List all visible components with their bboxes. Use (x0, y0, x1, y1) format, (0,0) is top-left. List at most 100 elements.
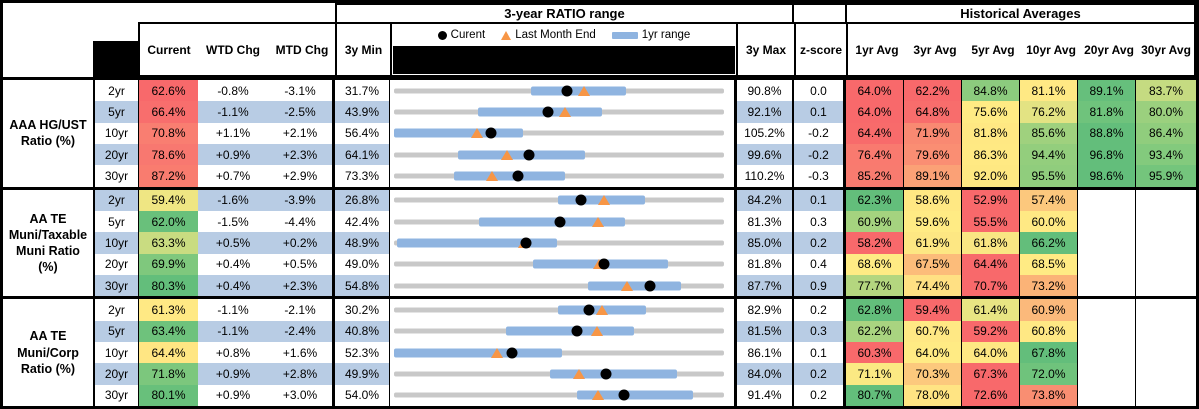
avg-value-cell: 95.5% (1020, 165, 1078, 187)
3y-max-cell: 90.8% (734, 80, 794, 102)
tenor-cell: 10yr (95, 342, 139, 364)
avg-value-cell: 93.4% (1136, 143, 1196, 166)
last-month-end-triangle-marker (597, 195, 610, 206)
avg-value-cell: 83.7% (1136, 80, 1196, 102)
group-rows: 2yr 59.4% -1.6% -3.9% 26.8% 84.2% 0.1 62.3% 58.6… (95, 189, 1196, 297)
tenor-cell: 30yr (95, 165, 139, 187)
avg-column-header: 10yr Avg (1026, 42, 1076, 57)
current-value-cell: 69.9% (139, 253, 198, 275)
group-label-line: Ratio (%) (20, 361, 76, 376)
3y-max-cell: 81.3% (734, 211, 794, 233)
table-row: 2yr 61.3% -1.1% -2.1% 30.2% 82.9% 0.2 62.8% 59.4… (95, 299, 1196, 321)
avg-value-cell (1136, 275, 1196, 296)
current-dot-marker (618, 389, 630, 401)
range-chart-cell (390, 80, 734, 102)
last-month-end-triangle-marker (501, 149, 514, 160)
avg-value-cell (1136, 254, 1196, 275)
wtd-chg-column-header: WTD Chg (206, 42, 260, 57)
mtd-chg-cell: -2.4% (268, 320, 335, 342)
tenor-cell: 2yr (95, 299, 139, 321)
avg-value-cell: 80.0% (1136, 101, 1196, 123)
3y-max-cell: 87.7% (734, 274, 794, 297)
wtd-chg-cell: +0.9% (198, 363, 268, 385)
avg-value-cell (1078, 299, 1136, 321)
table-row: 2yr 59.4% -1.6% -3.9% 26.8% 84.2% 0.1 62.3% 58.6… (95, 189, 1196, 211)
wtd-chg-cell: +0.4% (215, 257, 251, 272)
avg-value-cell: 81.8% (962, 122, 1020, 144)
current-value-cell: 63.4% (139, 320, 198, 342)
group-label-line: Muni Ratio (16, 244, 80, 258)
z-score-cell: -0.3 (794, 165, 846, 187)
wtd-chg-cell: -1.5% (217, 214, 249, 229)
range-chart-cell (390, 211, 734, 233)
3y-min-cell: 30.2% (335, 299, 390, 321)
tenor-cell: 5yr (95, 211, 139, 233)
avg-value-cell: 61.9% (904, 232, 962, 254)
last-month-end-triangle-marker (572, 368, 585, 379)
3y-min-cell: 31.7% (335, 80, 390, 102)
wtd-chg-cell: +0.9% (215, 388, 251, 403)
avg-value-cell: 77.7% (846, 274, 904, 297)
current-dot-icon (437, 30, 447, 40)
table-row: 20yr 71.8% +0.9% +2.8% 49.9% 84.0% 0.2 71.1% 70.… (95, 363, 1196, 385)
z-score-cell: 0.2 (794, 299, 846, 321)
avg-value-cell: 98.6% (1078, 165, 1136, 187)
current-dot-marker (520, 237, 532, 249)
tenor-cell: 5yr (95, 320, 139, 342)
avg-value-cell: 85.2% (846, 165, 904, 187)
tenor-column-header-black-cell (93, 41, 138, 77)
avg-value-cell: 64.4% (962, 253, 1020, 275)
table-row: 30yr 80.3% +0.4% +2.3% 54.8% 87.7% 0.9 77.7% 74.… (95, 274, 1196, 297)
range-chart-cell (390, 253, 734, 275)
avg-value-cell: 88.8% (1078, 122, 1136, 144)
tenor-cell: 2yr (95, 80, 139, 102)
3y-min-cell: 54.8% (335, 274, 390, 297)
z-score-cell: 0.3 (794, 211, 846, 233)
avg-value-cell: 71.1% (846, 363, 904, 385)
table-row: 20yr 78.6% +0.9% +2.3% 64.1% 99.6% -0.2 76.4% 79… (95, 143, 1196, 166)
group-label-line: Muni/Corp (17, 345, 79, 360)
table-row: 30yr 80.1% +0.9% +3.0% 54.0% 91.4% 0.2 80.7% 78.… (95, 384, 1196, 406)
3y-min-cell: 49.0% (335, 253, 390, 275)
avg-value-cell: 60.8% (1020, 320, 1078, 342)
current-value-cell: 66.4% (139, 101, 198, 123)
avg-value-cell: 59.2% (962, 320, 1020, 342)
legend-current-label: Curent (450, 29, 486, 41)
avg-value-cell: 76.2% (1020, 101, 1078, 123)
avg-value-cell (1078, 189, 1136, 211)
mtd-chg-cell: +1.6% (268, 342, 335, 364)
table-row: 5yr 66.4% -1.1% -2.5% 43.9% 92.1% 0.1 64.0% 64.8… (95, 101, 1196, 123)
range-chart-cell (390, 189, 734, 211)
avg-value-cell: 86.4% (1136, 122, 1196, 144)
avg-value-cell: 64.0% (846, 80, 904, 102)
range-chart-cell (390, 342, 734, 364)
avg-value-cell: 64.4% (846, 122, 904, 144)
avg-value-cell: 57.4% (1020, 189, 1078, 211)
avg-value-cell: 68.5% (1020, 253, 1078, 275)
mtd-chg-cell: -2.5% (268, 101, 335, 123)
avg-value-cell: 60.3% (846, 342, 904, 364)
last-month-end-triangle-icon (501, 30, 512, 40)
3y-max-cell: 85.0% (734, 232, 794, 254)
3y-max-cell: 82.9% (734, 299, 794, 321)
avg-value-cell: 55.5% (962, 211, 1020, 233)
avg-value-cell (1078, 363, 1136, 385)
wtd-chg-cell: -0.8% (217, 83, 249, 98)
3y-max-cell: 84.0% (734, 363, 794, 385)
mtd-chg-cell: +2.1% (268, 122, 335, 144)
legend-1yr-range: 1yr range (611, 29, 690, 41)
current-value-cell: 64.4% (139, 342, 198, 364)
1yr-range-bar (394, 348, 562, 358)
current-column-header: Current (147, 42, 191, 57)
z-score-cell: 0.2 (794, 384, 846, 406)
current-value-cell: 80.3% (139, 274, 198, 297)
mtd-chg-cell: +3.0% (268, 384, 335, 406)
range-chart-cell (390, 101, 734, 123)
wtd-chg-cell: +0.7% (215, 168, 251, 183)
current-dot-marker (598, 258, 610, 270)
current-value-cell: 70.8% (139, 122, 198, 144)
current-dot-marker (575, 194, 587, 206)
3y-max-cell: 110.2% (734, 165, 794, 187)
avg-value-cell (1136, 232, 1196, 253)
range-chart-header: Curent Last Month End 1yr range (390, 22, 738, 77)
